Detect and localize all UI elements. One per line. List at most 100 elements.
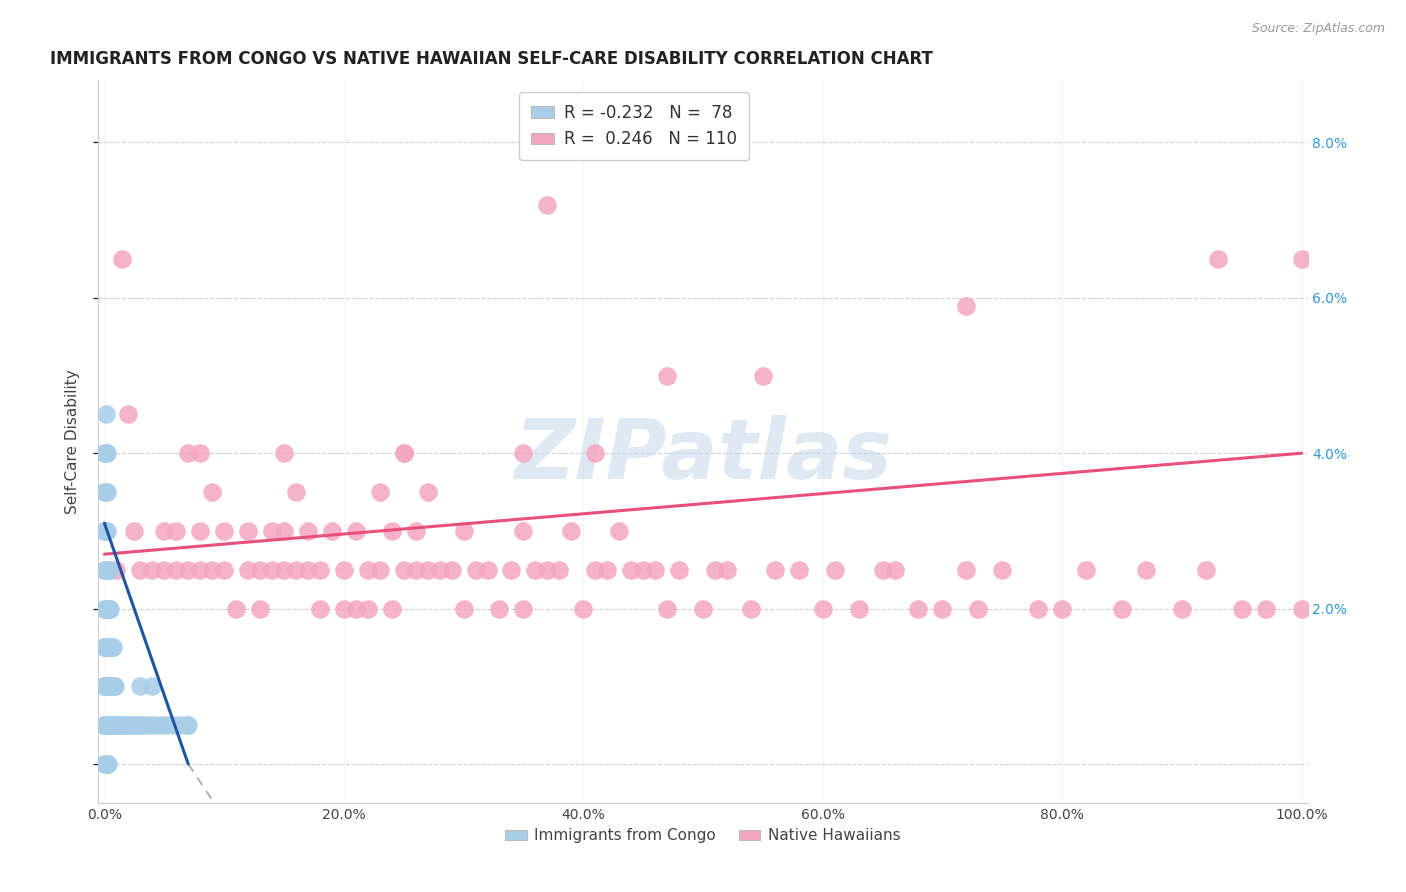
Point (124, 524, 146, 538)
Point (93, 718, 115, 732)
Point (104, 718, 127, 732)
Point (107, 718, 129, 732)
Point (101, 679, 124, 693)
Point (309, 563, 332, 577)
Point (212, 524, 235, 538)
Point (583, 563, 606, 577)
Text: Source: ZipAtlas.com: Source: ZipAtlas.com (1251, 22, 1385, 36)
Point (644, 563, 666, 577)
Point (201, 485, 224, 500)
Point (143, 718, 166, 732)
Point (273, 524, 295, 538)
Point (967, 601, 990, 615)
Point (141, 563, 163, 577)
Point (127, 718, 149, 732)
Point (98, 640, 121, 655)
Point (177, 563, 200, 577)
Point (139, 718, 162, 732)
Point (429, 563, 451, 577)
Point (188, 563, 211, 577)
Point (96, 756, 118, 771)
Point (464, 563, 486, 577)
Text: IMMIGRANTS FROM CONGO VS NATIVE HAWAIIAN SELF-CARE DISABILITY CORRELATION CHART: IMMIGRANTS FROM CONGO VS NATIVE HAWAIIAN… (51, 50, 934, 68)
Point (236, 563, 259, 577)
Point (163, 718, 186, 732)
Point (931, 601, 953, 615)
Point (536, 563, 558, 577)
Point (169, 718, 191, 732)
Point (97, 563, 120, 577)
Point (284, 485, 307, 500)
Point (787, 563, 810, 577)
Point (392, 563, 415, 577)
Point (477, 563, 499, 577)
Point (129, 718, 152, 732)
Point (94, 408, 117, 422)
Point (249, 601, 271, 615)
Point (607, 524, 630, 538)
Point (94, 679, 117, 693)
Point (93, 679, 115, 693)
Point (225, 601, 247, 615)
Point (93, 524, 115, 538)
Point (96, 524, 118, 538)
Point (114, 718, 136, 732)
Point (501, 563, 523, 577)
Point (260, 563, 283, 577)
Point (93, 446, 115, 460)
Point (98, 718, 121, 732)
Point (100, 679, 122, 693)
Point (763, 563, 786, 577)
Point (96, 718, 118, 732)
Point (100, 601, 122, 615)
Point (97, 756, 120, 771)
Point (1230, 601, 1253, 615)
Point (405, 524, 427, 538)
Point (824, 563, 846, 577)
Point (321, 524, 343, 538)
Point (512, 446, 534, 460)
Point (416, 563, 439, 577)
Point (174, 718, 197, 732)
Point (381, 601, 404, 615)
Point (357, 601, 380, 615)
Point (1135, 563, 1157, 577)
Point (103, 718, 125, 732)
Point (273, 563, 295, 577)
Point (392, 446, 415, 460)
Point (848, 601, 870, 615)
Point (156, 718, 179, 732)
Point (153, 563, 176, 577)
Point (704, 563, 727, 577)
Point (129, 563, 152, 577)
Point (104, 679, 127, 693)
Point (655, 368, 678, 383)
Point (955, 299, 977, 313)
Point (524, 563, 547, 577)
Point (93, 640, 115, 655)
Point (260, 524, 283, 538)
Point (124, 718, 146, 732)
Point (97, 679, 120, 693)
Point (440, 563, 463, 577)
Point (752, 368, 775, 383)
Point (97, 640, 120, 655)
Point (94, 485, 117, 500)
Point (333, 601, 356, 615)
Point (955, 563, 977, 577)
Point (153, 524, 176, 538)
Point (692, 601, 714, 615)
Point (94, 756, 117, 771)
Point (93, 601, 115, 615)
Text: ZIPatlas: ZIPatlas (515, 416, 891, 497)
Point (117, 718, 139, 732)
Point (297, 563, 319, 577)
Point (141, 679, 163, 693)
Point (97, 718, 120, 732)
Point (668, 563, 690, 577)
Point (96, 563, 118, 577)
Point (94, 718, 117, 732)
Point (188, 446, 211, 460)
Legend: Immigrants from Congo, Native Hawaiians: Immigrants from Congo, Native Hawaiians (499, 822, 907, 849)
Point (201, 563, 224, 577)
